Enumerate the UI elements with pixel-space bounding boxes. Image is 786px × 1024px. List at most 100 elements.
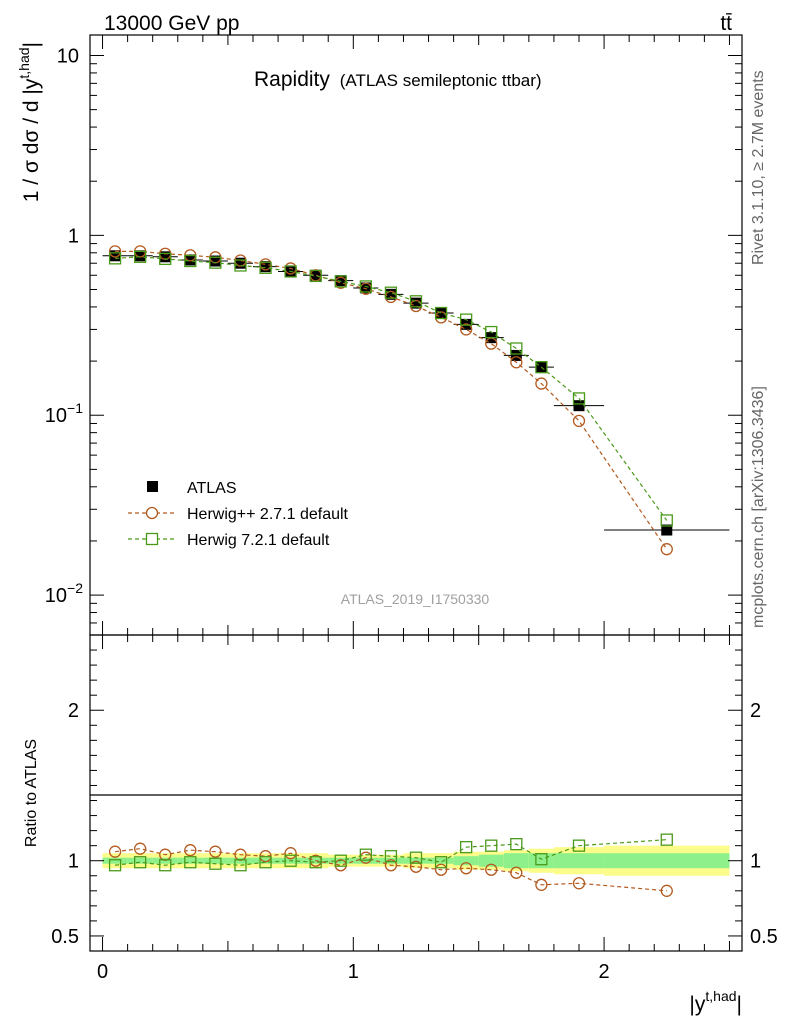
main-y-axis-label: 1 / σ dσ / d |yt,had| (16, 42, 43, 202)
atlas-point (310, 269, 322, 281)
main-y-tick-label: 1 (68, 225, 79, 247)
plot-title: Rapidity (ATLAS semileptonic ttbar) (254, 68, 542, 91)
ratio-herwigpp-point (384, 859, 398, 872)
atlas-point (510, 349, 522, 361)
ratio-herwig7-point (535, 853, 548, 866)
herwig7-point (108, 252, 122, 265)
tick-exponent: −1 (67, 400, 83, 416)
atlas-point (209, 255, 221, 267)
ratio-y-tick-label-left: 0.5 (51, 926, 79, 948)
atlas-point (385, 288, 397, 300)
tick-base: 10 (45, 405, 67, 427)
ratio-herwig7-point (134, 856, 147, 869)
ratio-series (108, 833, 673, 897)
x-label-end: | (737, 993, 742, 1016)
atlas-point (134, 250, 146, 262)
atlas-point (184, 254, 196, 266)
ratio-inner-band (503, 853, 529, 869)
herwig7-point (159, 252, 172, 266)
herwig7-point (334, 275, 347, 288)
plot-title-main: Rapidity (254, 68, 330, 91)
ratio-panel: 0.5 0.5 1 1 2 2 0 1 2 Ratio to ATLAS |yt,had| (23, 634, 778, 1016)
ratio-herwig7-point (434, 856, 448, 869)
ratio-herwigpp-point (485, 863, 498, 876)
ratio-herwigpp-point (460, 862, 473, 875)
ratio-herwig7-point (234, 859, 247, 872)
ratio-herwig7-point (485, 839, 498, 852)
ratio-herwigpp-point (108, 845, 122, 858)
plot-title-sub: (ATLAS semileptonic ttbar) (340, 71, 542, 90)
main-series (102, 245, 730, 556)
herwig7-line (115, 256, 668, 521)
atlas-point (360, 282, 372, 294)
ratio-herwig7-point (284, 854, 297, 867)
atlas-point (435, 307, 447, 319)
x-label-main: |y (689, 993, 705, 1016)
main-y-tick-label: 10−2 (45, 580, 83, 607)
main-axis-ticks (90, 35, 742, 636)
atlas-point (159, 251, 171, 263)
herwig7-point (209, 256, 222, 269)
main-y-tick-label: 10 (57, 45, 79, 67)
x-tick-labels: 0 1 2 (97, 961, 610, 983)
herwig7-point (535, 361, 548, 374)
ratio-herwig7-point (159, 859, 172, 872)
ratio-inner-band (453, 856, 479, 866)
main-y-tick-label: 10−1 (45, 400, 83, 427)
ratio-inner-band (604, 853, 730, 869)
ratio-herwig7-point (572, 839, 586, 852)
legend-herwigpp-label: Herwig++ 2.7.1 default (187, 506, 349, 523)
herwig7-point (384, 286, 398, 299)
ratio-herwig7-point (209, 857, 222, 870)
ratio-inner-band (202, 857, 228, 864)
ratio-y-tick-labels: 0.5 0.5 1 1 2 2 (51, 700, 778, 948)
atlas-point (335, 275, 347, 287)
atlas-point (234, 257, 246, 269)
ratio-y-tick-label-right: 2 (750, 700, 761, 722)
herwig7-point (460, 313, 473, 326)
ratio-inner-band (102, 857, 128, 864)
ratio-herwigpp-point (284, 847, 297, 860)
ratio-inner-band (253, 857, 279, 864)
herwig7-point (234, 259, 247, 272)
herwigpp-point (108, 245, 122, 258)
ratio-y-axis-label: Ratio to ATLAS (23, 739, 40, 847)
ratio-herwigpp-point (510, 866, 523, 879)
ratio-inner-band (478, 854, 504, 867)
herwig7-point (572, 392, 586, 405)
legend-atlas-label: ATLAS (187, 480, 237, 497)
herwig7-point (409, 295, 423, 308)
ratio-herwig7-point (259, 856, 272, 869)
ratio-herwigpp-point (134, 842, 147, 855)
atlas-point (109, 250, 121, 262)
ratio-herwig7-point (660, 833, 673, 846)
herwig7-point (284, 265, 297, 278)
x-tick-label: 1 (348, 961, 359, 983)
tick-base: 10 (45, 585, 67, 607)
ratio-y-tick-label-right: 0.5 (750, 926, 778, 948)
x-axis-label: |yt,had| (689, 988, 742, 1016)
ratio-herwig7-point (309, 856, 322, 869)
rivet-version-label: Rivet 3.1.10, ≥ 2.7M events (750, 70, 767, 265)
herwigpp-point (460, 323, 473, 336)
ratio-herwig7-point (184, 856, 197, 869)
y-label-main: 1 / σ dσ / d |y (20, 78, 43, 202)
herwig7-point (660, 514, 673, 527)
legend-herwig7-marker (145, 532, 159, 546)
ratio-herwigpp-point (209, 845, 222, 858)
ratio-herwigpp-point (184, 844, 197, 857)
ratio-herwig7-point (510, 838, 523, 851)
herwig7-point (510, 342, 523, 355)
ratio-herwigpp-point (660, 884, 673, 897)
herwig7-point (434, 306, 448, 320)
process-label: tt̄ (720, 12, 732, 35)
energy-label: 13000 GeV pp (104, 12, 239, 35)
ratio-herwig7-point (409, 851, 423, 864)
ratio-herwigpp-point (572, 877, 586, 890)
y-label-end: | (20, 42, 43, 47)
x-tick-label: 2 (599, 961, 610, 983)
atlas-point (661, 524, 673, 536)
